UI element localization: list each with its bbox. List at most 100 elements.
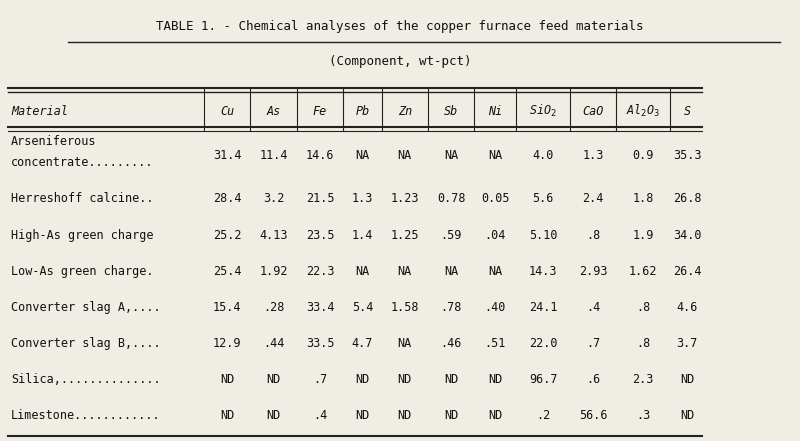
Text: 1.23: 1.23 bbox=[390, 192, 419, 206]
Text: 1.4: 1.4 bbox=[352, 228, 373, 242]
Text: TABLE 1. - Chemical analyses of the copper furnace feed materials: TABLE 1. - Chemical analyses of the copp… bbox=[156, 20, 644, 33]
Text: ND: ND bbox=[266, 409, 281, 422]
Text: .46: .46 bbox=[441, 337, 462, 350]
Text: ND: ND bbox=[355, 373, 370, 386]
Text: NA: NA bbox=[488, 265, 502, 278]
Text: .4: .4 bbox=[586, 301, 600, 314]
Text: 1.3: 1.3 bbox=[352, 192, 373, 206]
Text: 25.4: 25.4 bbox=[213, 265, 242, 278]
Text: 31.4: 31.4 bbox=[213, 149, 242, 162]
Text: Cu: Cu bbox=[220, 105, 234, 118]
Text: 24.1: 24.1 bbox=[529, 301, 558, 314]
Text: 22.0: 22.0 bbox=[529, 337, 558, 350]
Text: 26.4: 26.4 bbox=[673, 265, 702, 278]
Text: .04: .04 bbox=[485, 228, 506, 242]
Text: Herreshoff calcine..: Herreshoff calcine.. bbox=[11, 192, 154, 206]
Text: 26.8: 26.8 bbox=[673, 192, 702, 206]
Text: NA: NA bbox=[355, 265, 370, 278]
Text: Zn: Zn bbox=[398, 105, 412, 118]
Text: ND: ND bbox=[680, 373, 694, 386]
Text: .8: .8 bbox=[636, 337, 650, 350]
Text: 15.4: 15.4 bbox=[213, 301, 242, 314]
Text: ND: ND bbox=[488, 373, 502, 386]
Text: 33.5: 33.5 bbox=[306, 337, 334, 350]
Text: NA: NA bbox=[444, 149, 458, 162]
Text: .28: .28 bbox=[263, 301, 284, 314]
Text: 1.58: 1.58 bbox=[390, 301, 419, 314]
Text: .4: .4 bbox=[313, 409, 327, 422]
Text: ND: ND bbox=[444, 409, 458, 422]
Text: ND: ND bbox=[398, 409, 412, 422]
Text: NA: NA bbox=[398, 337, 412, 350]
Text: .40: .40 bbox=[485, 301, 506, 314]
Text: ND: ND bbox=[680, 409, 694, 422]
Text: .8: .8 bbox=[636, 301, 650, 314]
Text: 1.3: 1.3 bbox=[582, 149, 604, 162]
Text: Al$_2$O$_3$: Al$_2$O$_3$ bbox=[626, 103, 660, 120]
Text: Silica,..............: Silica,.............. bbox=[11, 373, 161, 386]
Text: NA: NA bbox=[398, 265, 412, 278]
Text: Converter slag B,....: Converter slag B,.... bbox=[11, 337, 161, 350]
Text: ND: ND bbox=[220, 409, 234, 422]
Text: 14.3: 14.3 bbox=[529, 265, 558, 278]
Text: .2: .2 bbox=[536, 409, 550, 422]
Text: 0.78: 0.78 bbox=[437, 192, 466, 206]
Text: .78: .78 bbox=[441, 301, 462, 314]
Text: As: As bbox=[266, 105, 281, 118]
Text: 23.5: 23.5 bbox=[306, 228, 334, 242]
Text: ND: ND bbox=[444, 373, 458, 386]
Text: CaO: CaO bbox=[582, 105, 604, 118]
Text: 1.8: 1.8 bbox=[633, 192, 654, 206]
Text: Ni: Ni bbox=[488, 105, 502, 118]
Text: 1.9: 1.9 bbox=[633, 228, 654, 242]
Text: 28.4: 28.4 bbox=[213, 192, 242, 206]
Text: 3.2: 3.2 bbox=[263, 192, 284, 206]
Text: .6: .6 bbox=[586, 373, 600, 386]
Text: 21.5: 21.5 bbox=[306, 192, 334, 206]
Text: .7: .7 bbox=[313, 373, 327, 386]
Text: NA: NA bbox=[488, 149, 502, 162]
Text: .51: .51 bbox=[485, 337, 506, 350]
Text: 5.10: 5.10 bbox=[529, 228, 558, 242]
Text: High-As green charge: High-As green charge bbox=[11, 228, 154, 242]
Text: ND: ND bbox=[355, 409, 370, 422]
Text: Pb: Pb bbox=[355, 105, 370, 118]
Text: Fe: Fe bbox=[313, 105, 327, 118]
Text: 1.62: 1.62 bbox=[629, 265, 658, 278]
Text: 5.4: 5.4 bbox=[352, 301, 373, 314]
Text: 2.4: 2.4 bbox=[582, 192, 604, 206]
Text: 96.7: 96.7 bbox=[529, 373, 558, 386]
Text: 33.4: 33.4 bbox=[306, 301, 334, 314]
Text: 56.6: 56.6 bbox=[579, 409, 607, 422]
Text: .7: .7 bbox=[586, 337, 600, 350]
Text: 35.3: 35.3 bbox=[673, 149, 702, 162]
Text: NA: NA bbox=[444, 265, 458, 278]
Text: 4.13: 4.13 bbox=[259, 228, 288, 242]
Text: S: S bbox=[684, 105, 690, 118]
Text: 1.25: 1.25 bbox=[390, 228, 419, 242]
Text: .59: .59 bbox=[441, 228, 462, 242]
Text: Material: Material bbox=[11, 105, 68, 118]
Text: .3: .3 bbox=[636, 409, 650, 422]
Text: concentrate.........: concentrate......... bbox=[11, 156, 154, 169]
Text: 5.6: 5.6 bbox=[533, 192, 554, 206]
Text: 4.6: 4.6 bbox=[677, 301, 698, 314]
Text: 11.4: 11.4 bbox=[259, 149, 288, 162]
Text: Sb: Sb bbox=[444, 105, 458, 118]
Text: NA: NA bbox=[398, 149, 412, 162]
Text: Low-As green charge.: Low-As green charge. bbox=[11, 265, 154, 278]
Text: 4.0: 4.0 bbox=[533, 149, 554, 162]
Text: ND: ND bbox=[488, 409, 502, 422]
Text: NA: NA bbox=[355, 149, 370, 162]
Text: .8: .8 bbox=[586, 228, 600, 242]
Text: Converter slag A,....: Converter slag A,.... bbox=[11, 301, 161, 314]
Text: ND: ND bbox=[266, 373, 281, 386]
Text: 4.7: 4.7 bbox=[352, 337, 373, 350]
Text: Limestone............: Limestone............ bbox=[11, 409, 161, 422]
Text: 2.3: 2.3 bbox=[633, 373, 654, 386]
Text: 25.2: 25.2 bbox=[213, 228, 242, 242]
Text: 14.6: 14.6 bbox=[306, 149, 334, 162]
Text: SiO$_2$: SiO$_2$ bbox=[530, 103, 557, 120]
Text: 12.9: 12.9 bbox=[213, 337, 242, 350]
Text: 1.92: 1.92 bbox=[259, 265, 288, 278]
